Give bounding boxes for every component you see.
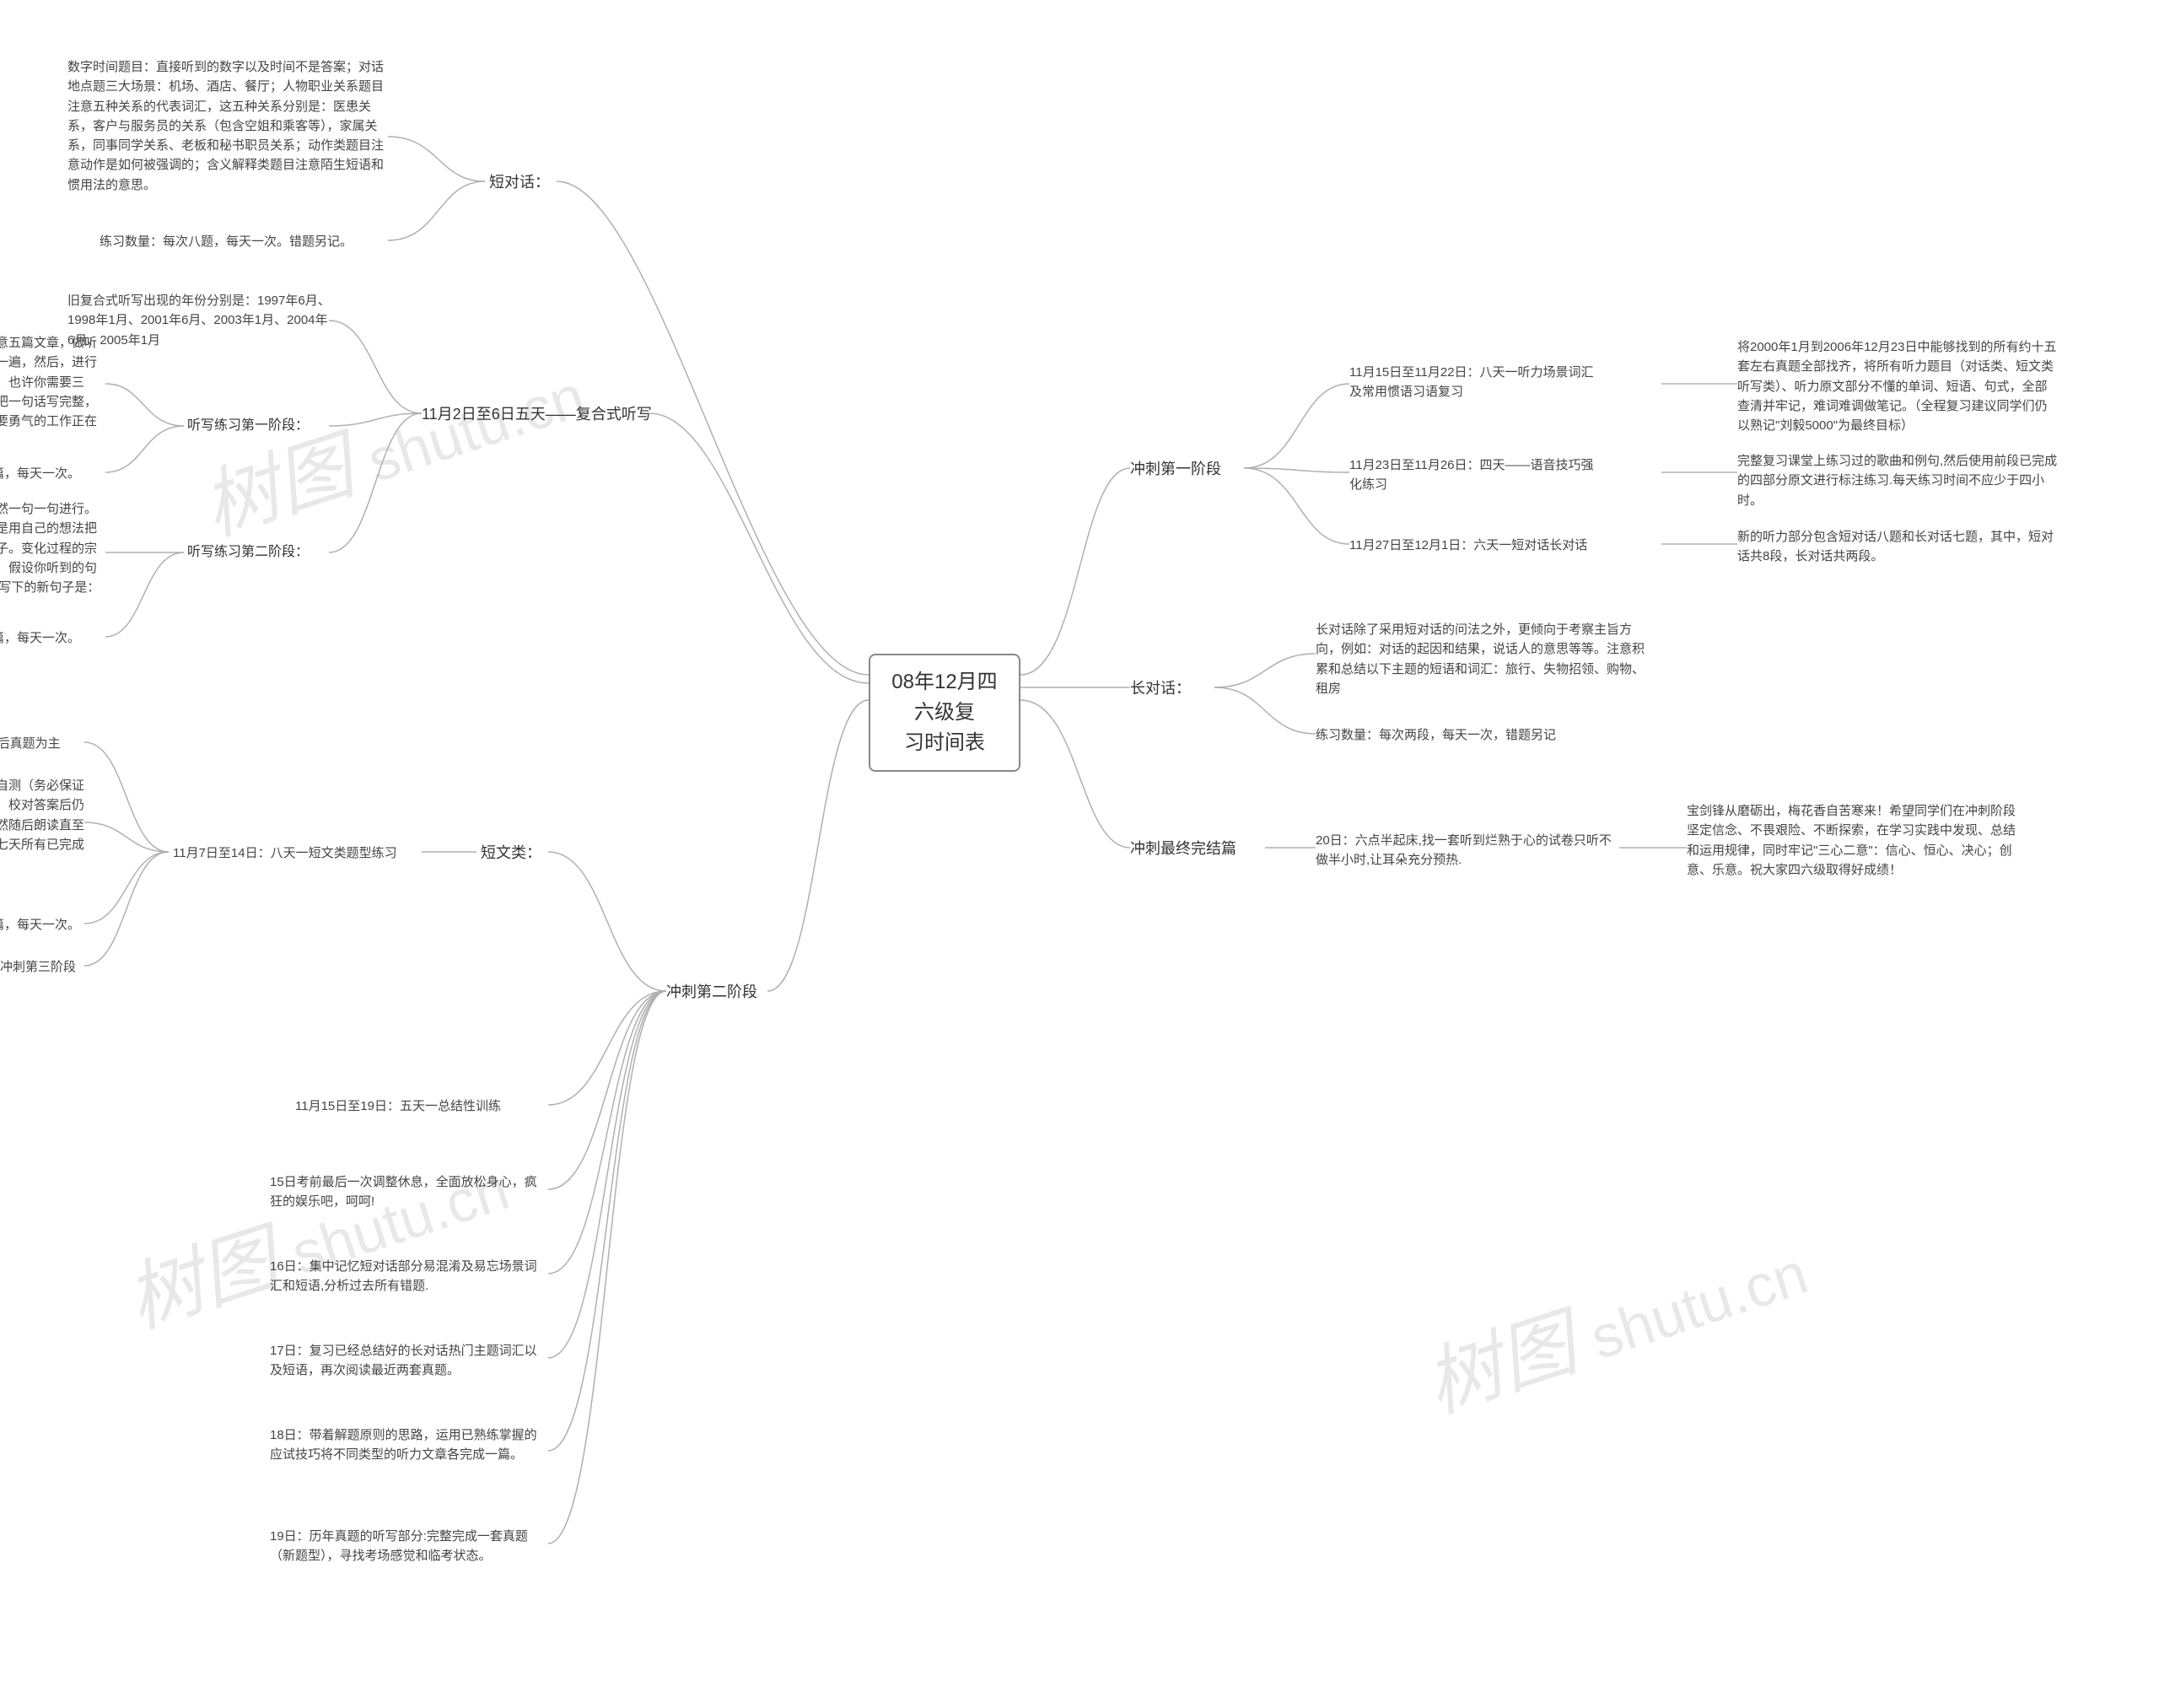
shortdialog-d2: 练习数量：每次八题，每天一次。错题另记。	[100, 232, 390, 251]
compound-p1-d2: 练习数量：每次一篇，每天一次。	[0, 464, 105, 483]
phase1-item3: 11月27日至12月1日：六天一短对话长对话	[1349, 536, 1661, 555]
shortdialog-node: 短对话：	[489, 171, 550, 194]
compound-p1: 听写练习第一阶段：	[187, 416, 309, 436]
wk-d15: 15日考前最后一次调整休息，全面放松身心，疯狂的娱乐吧，呵呵!	[270, 1172, 548, 1212]
compound-p2: 听写练习第二阶段：	[187, 542, 309, 563]
shortessay-d0: 以03年后真题为主	[0, 734, 84, 753]
phase1-item3-detail: 新的听力部分包含短对话八题和长对话七题，其中，短对话共8段，长对话共两段。	[1737, 527, 2058, 567]
final-d1-detail: 宝剑锋从磨砺出，梅花香自苦寒来！希望同学们在冲刺阶段坚定信念、不畏艰险、不断探索…	[1687, 801, 2016, 880]
phase1-item2-detail: 完整复习课堂上练习过的歌曲和例句,然后使用前段已完成的四部分原文进行标注练习.每…	[1737, 451, 2058, 510]
compound-p1-d1: 任选听力短文题目的原文部分的任意五篇文章，做听写练习。具体做法是，先把文章听一遍…	[0, 333, 105, 451]
wk-d19: 19日：历年真题的听写部分:完整完成一套真题（新题型），寻找考场感觉和临考状态。	[270, 1527, 548, 1566]
shortessay-d3: 冲刺第三阶段	[0, 957, 84, 977]
watermark: 树图 shutu.cn	[1409, 1207, 1817, 1433]
compound-p2-d2: 练习数量：每次一篇，每天一次。	[0, 628, 105, 648]
phase1-item1: 11月15日至11月22日：八天一听力场景词汇 及常用惯语习语复习	[1349, 363, 1661, 402]
root-node: 08年12月四六级复 习时间表	[869, 654, 1020, 772]
phase1-node: 冲刺第一阶段	[1130, 458, 1221, 481]
final-node: 冲刺最终完结篇	[1130, 838, 1236, 860]
wk-d18: 18日：带着解题原则的思路，运用已熟练掌握的应试技巧将不同类型的听力文章各完成一…	[270, 1425, 548, 1465]
compound-old: 旧复合式听写出现的年份分别是：1997年6月、1998年1月、2001年6月、2…	[67, 291, 333, 350]
shortessay-d2: 练习数量：每次三篇，每天一次。	[0, 915, 84, 935]
phase1-item1-detail: 将2000年1月到2006年12月23日中能够找到的所有约十五套左右真题全部找齐…	[1737, 337, 2058, 435]
shortessay-sub: 11月7日至14日：八天一短文类题型练习	[173, 843, 426, 863]
compound-node: 11月2日至6日五天——复合式听写	[422, 403, 652, 426]
shortessay-d1: 具体复习步骤：一、模拟现场实考自测（务必保证同一套题三篇一次听完不间断）二、校对…	[0, 776, 84, 874]
root-label: 08年12月四六级复 习时间表	[891, 671, 997, 754]
phase2-node: 冲刺第二阶段	[666, 981, 757, 1004]
longdialog-d2: 练习数量：每次两段，每天一次，错题另记	[1316, 725, 1636, 745]
watermark: 树图 shutu.cn	[110, 1123, 519, 1349]
longdialog-d1: 长对话除了采用短对话的问法之外，更倾向于考察主旨方向，例如：对话的起因和结果，说…	[1316, 620, 1645, 698]
longdialog-node: 长对话：	[1130, 677, 1191, 700]
shortessay-node: 短文类：	[481, 842, 541, 865]
wk-label: 11月15日至19日：五天一总结性训练	[295, 1096, 548, 1116]
watermark: 树图 shutu.cn	[186, 330, 595, 556]
compound-p2-d1: 依然是之前选择过的五篇文章。依然一句一句进行。此时，需要你写下的不是全部，而是用…	[0, 499, 105, 617]
wk-d16: 16日：集中记忆短对话部分易混淆及易忘场景词汇和短语,分析过去所有错题.	[270, 1257, 548, 1296]
final-d1: 20日：六点半起床,找一套听到烂熟于心的试卷只听不做半小时,让耳朵充分预热.	[1316, 831, 1619, 870]
phase1-item2: 11月23日至11月26日：四天——语音技巧强 化练习	[1349, 455, 1661, 495]
shortdialog-d1: 数字时间题目：直接听到的数字以及时间不是答案；对话地点题三大场景：机场、酒店、餐…	[67, 57, 388, 195]
wk-d17: 17日：复习已经总结好的长对话热门主题词汇以及短语，再次阅读最近两套真题。	[270, 1341, 548, 1381]
